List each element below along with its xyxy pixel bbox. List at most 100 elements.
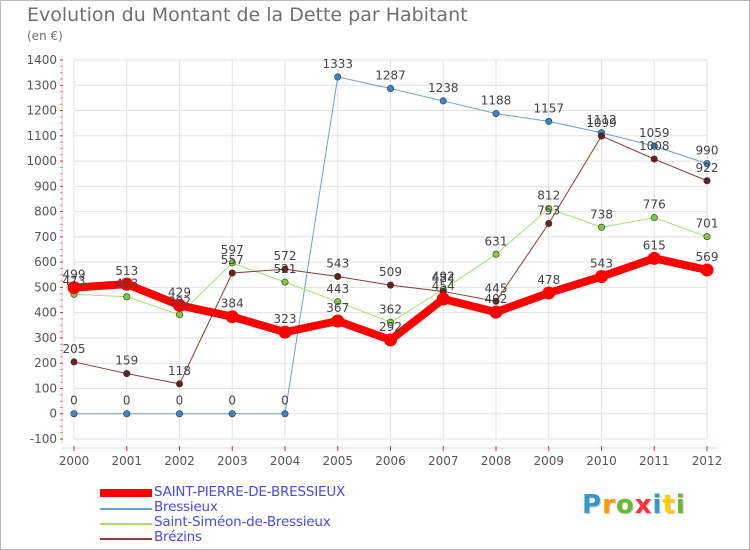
x-tick-label: 2006 <box>375 454 406 468</box>
data-label: 1099 <box>586 116 617 130</box>
legend-swatch <box>100 523 152 525</box>
data-label: 118 <box>168 364 191 378</box>
legend-label: Brézins <box>154 529 202 545</box>
data-point <box>67 281 81 295</box>
data-label: 478 <box>537 273 560 287</box>
y-tick-label: 700 <box>34 230 57 244</box>
chart-title: Evolution du Montant de la Dette par Hab… <box>27 4 468 26</box>
data-label: 205 <box>63 342 86 356</box>
data-label: 572 <box>274 249 297 263</box>
x-tick-label: 2011 <box>639 454 670 468</box>
data-label: 1238 <box>428 81 459 95</box>
y-tick-label: 300 <box>34 331 57 345</box>
data-point <box>492 297 500 305</box>
data-label: 753 <box>537 203 560 217</box>
data-point <box>120 277 134 291</box>
y-tick-label: 200 <box>34 356 57 370</box>
data-point <box>384 333 397 347</box>
data-label: 0 <box>281 394 289 408</box>
y-tick-label: -100 <box>30 432 57 446</box>
data-point <box>703 177 711 185</box>
x-tick-label: 2004 <box>270 454 301 468</box>
data-point <box>331 314 345 328</box>
data-label: 521 <box>274 262 297 276</box>
x-tick-label: 2001 <box>111 454 142 468</box>
data-point <box>281 265 289 273</box>
y-tick-label: 900 <box>34 179 57 193</box>
data-label: 1287 <box>375 69 406 83</box>
data-label: 463 <box>115 277 138 291</box>
data-point <box>489 305 503 319</box>
data-label: 1059 <box>639 126 670 140</box>
data-label: 543 <box>590 257 613 271</box>
y-tick-label: 100 <box>34 381 57 395</box>
data-point <box>703 233 711 241</box>
y-tick-label: 1300 <box>26 78 57 92</box>
data-point <box>176 410 184 418</box>
data-label: 509 <box>379 265 402 279</box>
data-label: 454 <box>432 279 455 293</box>
data-point <box>281 278 289 286</box>
data-point <box>386 318 394 326</box>
y-tick-label: 0 <box>49 407 57 421</box>
data-label: 597 <box>221 243 244 257</box>
data-label: 429 <box>168 285 191 299</box>
data-label: 1188 <box>481 94 512 108</box>
data-point <box>334 273 342 281</box>
data-point <box>334 73 342 81</box>
data-label: 569 <box>696 250 719 264</box>
data-point <box>492 110 500 118</box>
data-label: 738 <box>590 207 613 221</box>
data-label: 323 <box>274 312 297 326</box>
data-point <box>123 293 131 301</box>
data-point <box>228 259 236 267</box>
x-tick-label: 2008 <box>481 454 512 468</box>
legend-label: Bressieux <box>154 499 218 515</box>
data-point <box>492 250 500 258</box>
data-point <box>228 410 236 418</box>
legend-swatch <box>100 489 152 497</box>
data-label: 0 <box>70 394 78 408</box>
data-point <box>545 117 553 125</box>
data-point <box>439 97 447 105</box>
y-tick-label: 1200 <box>26 104 57 118</box>
data-point <box>597 132 605 140</box>
data-point <box>650 142 658 150</box>
data-point <box>647 251 661 265</box>
y-tick-label: 800 <box>34 205 57 219</box>
data-label: 922 <box>696 161 719 175</box>
y-tick-label: 600 <box>34 255 57 269</box>
y-tick-label: 1000 <box>26 154 57 168</box>
data-label: 159 <box>115 354 138 368</box>
data-label: 362 <box>379 302 402 316</box>
data-point <box>545 219 553 227</box>
data-point <box>70 358 78 366</box>
data-point <box>386 281 394 289</box>
data-point <box>545 205 553 213</box>
data-label: 0 <box>228 394 236 408</box>
x-tick-label: 2005 <box>322 454 353 468</box>
data-label: 499 <box>63 268 86 282</box>
data-label: 615 <box>643 238 666 252</box>
data-label: 484 <box>432 271 455 285</box>
x-tick-label: 2002 <box>164 454 195 468</box>
data-label: 1157 <box>533 101 564 115</box>
data-label: 543 <box>326 257 349 271</box>
data-point <box>436 292 450 306</box>
x-tick-label: 2000 <box>59 454 90 468</box>
legend-swatch <box>100 538 152 540</box>
data-point <box>595 270 608 284</box>
data-label: 443 <box>326 282 349 296</box>
data-label: 513 <box>115 264 138 278</box>
data-point <box>334 298 342 306</box>
data-point <box>176 311 184 319</box>
y-tick-label: 500 <box>34 280 57 294</box>
data-point <box>386 85 394 93</box>
x-tick-label: 2003 <box>217 454 248 468</box>
data-label: 0 <box>123 394 131 408</box>
data-point <box>542 286 556 300</box>
data-label: 631 <box>485 234 508 248</box>
data-label: 1008 <box>639 139 670 153</box>
data-point <box>700 263 714 277</box>
y-tick-label: 400 <box>34 306 57 320</box>
